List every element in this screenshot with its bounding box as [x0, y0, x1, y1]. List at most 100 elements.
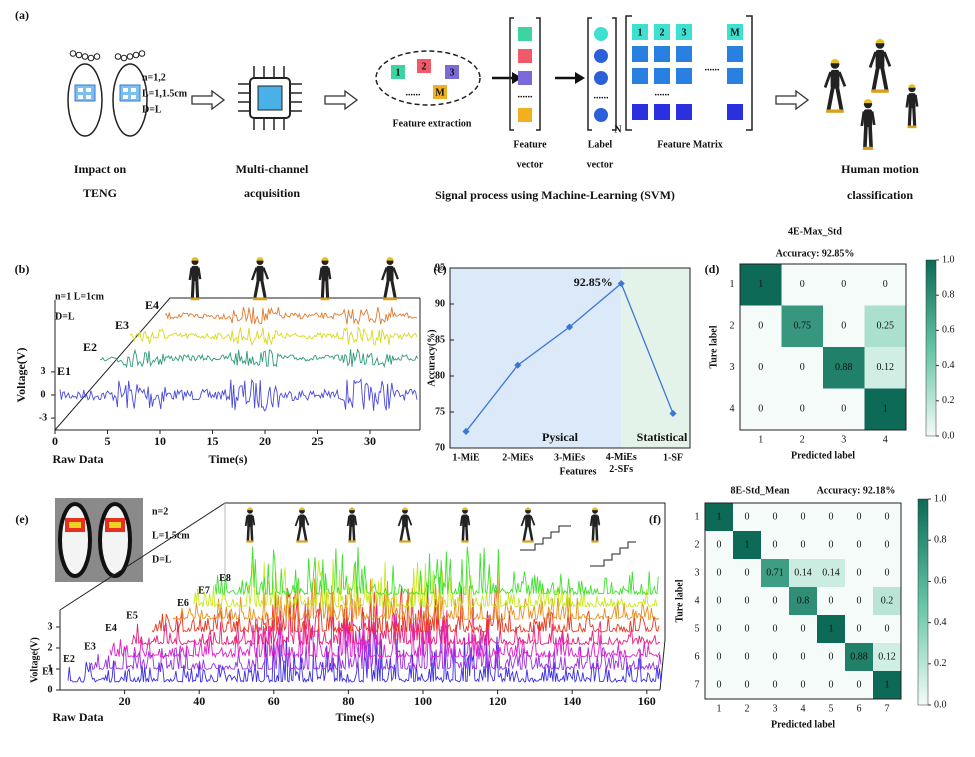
label: 75: [435, 406, 445, 417]
label: 7: [695, 679, 700, 690]
chip-pin: [238, 66, 302, 130]
label: acquisition: [244, 186, 300, 200]
boots: [320, 297, 330, 301]
cell: [761, 615, 789, 643]
label: 0.8: [797, 595, 810, 606]
matrix-head: [632, 24, 648, 40]
label: Accuracy(%): [426, 329, 437, 386]
label: 0.12: [877, 362, 895, 373]
sensor: [69, 522, 81, 528]
region: [450, 268, 622, 448]
label: 3-MiEs: [554, 452, 585, 463]
matrix-head: [654, 24, 670, 40]
matrix-cell: [632, 104, 648, 120]
arms: [520, 515, 536, 527]
label: 5: [829, 703, 834, 714]
sensor: [109, 522, 121, 528]
matrix-cell: [676, 68, 692, 84]
label: 1: [695, 511, 700, 522]
label: 4: [801, 703, 806, 714]
matrix-cell: [654, 68, 670, 84]
label: 0: [773, 539, 778, 550]
torso: [525, 514, 531, 527]
boots: [382, 297, 398, 301]
person-icon: [459, 507, 471, 543]
cell: [817, 503, 845, 531]
sandal: [98, 502, 132, 578]
cell: [705, 615, 733, 643]
cell: [740, 388, 782, 430]
torso: [299, 514, 305, 527]
helmet: [830, 58, 840, 64]
arms: [244, 515, 256, 527]
boots: [296, 540, 308, 543]
label: Pysical: [542, 430, 579, 444]
legs: [871, 67, 889, 91]
label: 1: [48, 663, 53, 674]
cell: [781, 305, 823, 347]
cell: [845, 643, 873, 671]
label: 40: [193, 694, 205, 708]
helmet: [863, 98, 873, 104]
label: D=L: [55, 311, 75, 322]
boots: [591, 540, 599, 543]
label: 0: [48, 684, 53, 695]
label: 120: [489, 694, 507, 708]
label: 0: [841, 321, 846, 332]
cell: [789, 671, 817, 699]
label: (f): [649, 512, 661, 526]
label: n=1 L=1cm: [55, 291, 105, 302]
label: Ture label: [708, 325, 719, 368]
plot-frame: [449, 267, 691, 449]
label: 1-SF: [663, 452, 683, 463]
label: 0.8: [942, 289, 955, 300]
label: ......: [518, 89, 534, 100]
legs: [826, 87, 844, 111]
label: 0: [758, 404, 763, 415]
label: 0.75: [794, 321, 812, 332]
person-icon: [251, 257, 269, 301]
label: 100: [414, 694, 432, 708]
label: 0: [829, 511, 834, 522]
label: 4E-Max_Std: [788, 226, 842, 237]
label: 0: [717, 679, 722, 690]
cell: [845, 503, 873, 531]
label: 0: [800, 404, 805, 415]
label: 1: [829, 623, 834, 634]
toe: [75, 51, 83, 59]
label: 7: [885, 703, 890, 714]
cell: [761, 643, 789, 671]
matrix-head: [676, 24, 692, 40]
feature-tile: [433, 85, 447, 99]
matrix-head: [727, 24, 743, 40]
torso: [875, 49, 885, 69]
boots: [399, 540, 411, 543]
cell: [740, 264, 782, 306]
label: 0: [758, 362, 763, 373]
label: 0: [773, 511, 778, 522]
feature-tile: [417, 59, 431, 73]
helmet: [349, 507, 355, 511]
feature-tile: [445, 65, 459, 79]
toe: [69, 50, 77, 57]
bracket: [587, 17, 617, 131]
boots: [862, 146, 874, 150]
label: 2: [695, 539, 700, 550]
person-icon: [294, 507, 310, 543]
label: M: [730, 27, 740, 38]
label: 3: [48, 621, 53, 632]
helmet: [592, 507, 598, 511]
torso: [247, 514, 253, 527]
cell: [733, 531, 761, 559]
cell: [864, 388, 906, 430]
label: Predicted label: [791, 450, 855, 461]
person-icon: [188, 257, 202, 301]
legs: [399, 525, 411, 542]
label: E3: [115, 318, 129, 332]
toe: [93, 53, 101, 60]
region: [621, 268, 690, 448]
label: TENG: [83, 186, 117, 200]
torso: [349, 514, 355, 527]
person-icon: [381, 257, 399, 301]
label: 0: [773, 595, 778, 606]
